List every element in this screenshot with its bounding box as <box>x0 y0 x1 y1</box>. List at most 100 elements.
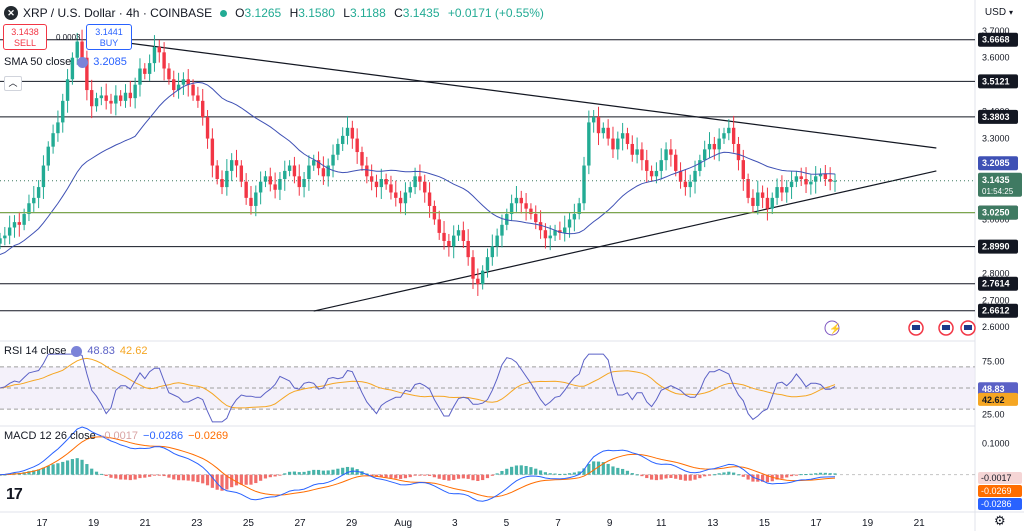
macd-histogram-bar <box>452 474 456 480</box>
candle-body <box>418 176 422 182</box>
candle-body <box>577 203 581 215</box>
macd-histogram-bar <box>495 473 499 475</box>
candle-body <box>307 165 311 179</box>
candle-body <box>611 138 615 150</box>
candle-body <box>283 170 287 179</box>
macd-histogram-bar <box>119 474 123 480</box>
macd-histogram-bar <box>640 474 644 477</box>
change-value: +0.0171 (+0.55%) <box>447 6 544 20</box>
macd-legend[interactable]: MACD 12 26 close -0.0017 −0.0286 −0.0269 <box>4 430 233 442</box>
macd-histogram-bar <box>403 474 408 479</box>
sma-price-tag <box>978 156 1018 171</box>
macd-histogram-bar <box>297 472 301 475</box>
candle-body <box>191 84 195 96</box>
sell-button[interactable]: 3.1438 SELL <box>3 24 47 50</box>
currency-selector[interactable]: USD ▾ <box>976 2 1022 22</box>
candle-body <box>167 68 171 80</box>
current-price-label: 3.1435 <box>982 175 1010 185</box>
candle-body <box>80 41 84 58</box>
candle-body <box>770 197 774 209</box>
macd-histogram-bar <box>326 470 330 475</box>
candle-body <box>461 230 466 241</box>
buy-button[interactable]: 3.1441 BUY <box>86 24 132 50</box>
macd-histogram-bar <box>432 474 436 478</box>
candle-body <box>389 184 393 193</box>
candle-body <box>3 235 7 239</box>
candle-body <box>558 230 562 233</box>
macd-histogram-bar <box>423 474 427 476</box>
candle-body <box>809 181 813 185</box>
macd-histogram-bar <box>741 474 745 477</box>
macd-histogram-bar <box>220 474 224 491</box>
macd-label: MACD 12 26 close <box>4 430 96 442</box>
time-tick-label: 21 <box>914 518 926 529</box>
candle-body <box>61 100 65 123</box>
candle-body <box>538 222 543 231</box>
macd-histogram-bar <box>389 474 393 478</box>
gear-icon[interactable]: ⚙ <box>994 513 1006 528</box>
macd-histogram-bar <box>524 465 528 475</box>
macd-histogram-bar <box>630 473 634 475</box>
flag-canton <box>964 325 972 330</box>
open-value: 3.1265 <box>244 6 282 20</box>
candle-body <box>365 165 369 177</box>
buy-label: BUY <box>99 38 119 48</box>
macd-histogram-bar <box>239 474 243 485</box>
candle-body <box>369 176 374 182</box>
candle-body <box>331 154 335 166</box>
macd-histogram-bar <box>167 474 171 478</box>
sell-label: SELL <box>13 38 37 48</box>
macd-histogram-bar <box>316 469 321 475</box>
candle-body <box>495 235 499 247</box>
macd-histogram-bar <box>37 469 41 475</box>
spread-value: 0.0003 <box>56 33 81 42</box>
macd-histogram-bar <box>722 472 726 475</box>
macd-histogram-bar <box>408 474 412 478</box>
candle-body <box>635 149 639 155</box>
macd-histogram-bar <box>698 474 702 479</box>
candle-body <box>12 222 17 228</box>
macd-histogram-bar <box>814 473 818 475</box>
candle-body <box>596 117 601 134</box>
macd-histogram-bar <box>746 474 750 480</box>
lightning-icon <box>824 320 840 336</box>
candle-body <box>519 197 523 204</box>
time-tick-label: 3 <box>452 518 458 529</box>
candle-body <box>152 46 157 64</box>
indicator-eye-icon[interactable] <box>71 345 83 357</box>
macd-histogram-bar <box>268 474 272 478</box>
candle-body <box>201 100 205 118</box>
sma-legend[interactable]: SMA 50 close 3.2085 <box>4 56 127 68</box>
tradingview-logo[interactable]: 17 <box>6 486 23 503</box>
candle-body <box>7 227 12 236</box>
chevron-up-icon[interactable]: ︿ <box>4 76 22 91</box>
macd-histogram-bar <box>712 474 716 476</box>
candle-body <box>186 79 190 85</box>
symbol-title[interactable]: XRP / U.S. Dollar · 4h · COINBASE <box>23 6 213 20</box>
indicator-eye-icon[interactable] <box>77 56 89 68</box>
price-tick-label: 2.7000 <box>982 295 1010 305</box>
candle-body <box>244 181 248 198</box>
macd-histogram-bar <box>471 474 475 481</box>
macd-histogram-bar <box>736 474 741 476</box>
macd-histogram-bar <box>307 470 311 475</box>
time-tick-label: 27 <box>294 518 306 529</box>
chart-header: ✕ XRP / U.S. Dollar · 4h · COINBASE O3.1… <box>4 4 544 22</box>
macd-histogram-bar <box>828 473 832 475</box>
candle-body <box>287 165 292 171</box>
macd-histogram-bar <box>707 474 712 476</box>
candle-body <box>741 160 745 179</box>
rsi-legend[interactable]: RSI 14 close 48.83 42.62 <box>4 345 152 357</box>
macd-histogram-bar <box>674 474 678 479</box>
macd-histogram-bar <box>80 459 84 475</box>
macd-histogram-bar <box>394 474 398 479</box>
macd-value-tag-label: -0.0269 <box>981 486 1012 496</box>
buy-price: 3.1441 <box>95 27 123 37</box>
macd-histogram-bar <box>341 467 345 475</box>
level-tag-label: 3.0250 <box>982 208 1010 218</box>
sma-50-line <box>0 81 836 255</box>
macd-histogram-bar <box>823 472 827 475</box>
candle-body <box>229 160 234 171</box>
macd-histogram-bar <box>128 474 132 481</box>
